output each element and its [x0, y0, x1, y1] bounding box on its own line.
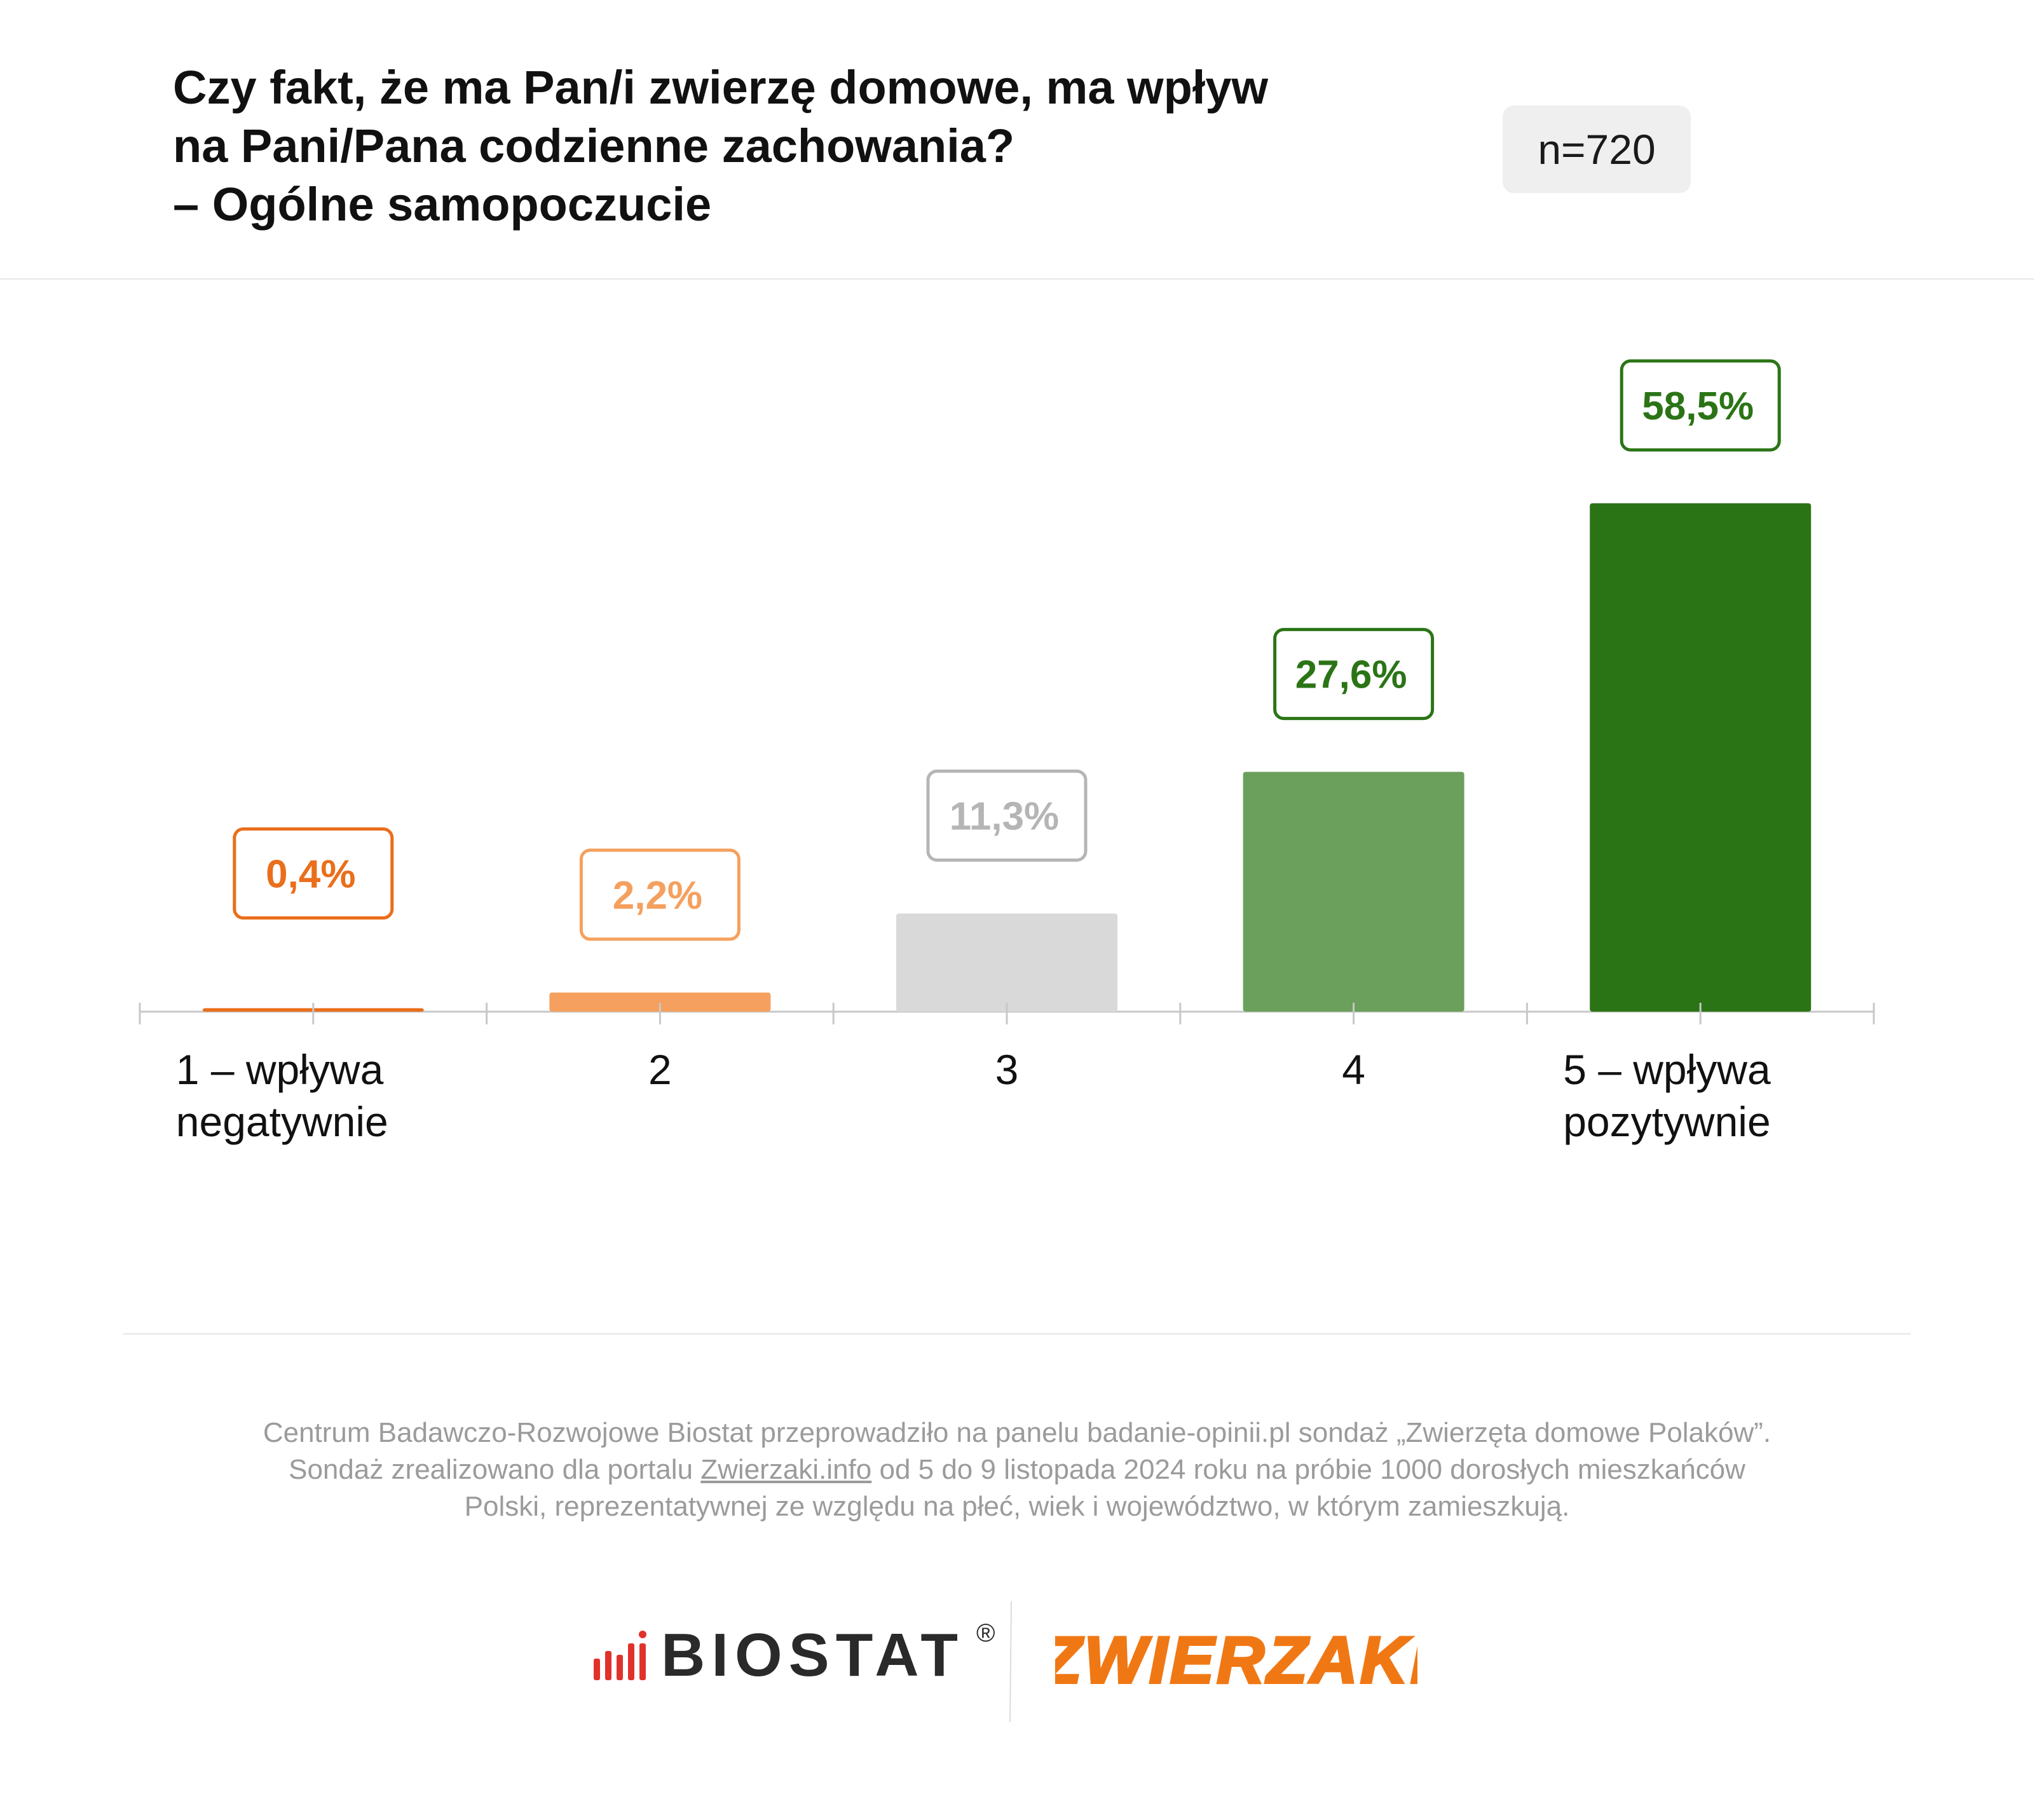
category-label-2-line-1: 2: [648, 1046, 672, 1093]
value-label-2: 2,2%: [613, 874, 702, 918]
registered-mark: ®: [976, 1619, 995, 1647]
bar-signal-icon: [594, 1631, 646, 1680]
category-label-5-line-1: 5 – wpływa: [1563, 1046, 1771, 1093]
title-line-1: Czy fakt, że ma Pan/i zwierzę domowe, ma…: [173, 61, 1269, 114]
category-label-5-line-2: pozytywnie: [1563, 1098, 1771, 1145]
value-label-box-5: [1620, 359, 1781, 452]
value-label-box-4: [1273, 628, 1435, 721]
title-line-3: – Ogólne samopoczucie: [173, 178, 712, 231]
zwierzaki-info-link[interactable]: Zwierzaki.info: [700, 1454, 872, 1485]
value-label-4: 27,6%: [1295, 653, 1407, 697]
category-label-4-line-1: 4: [1342, 1046, 1365, 1093]
svg-text:ZWIERZAKI: ZWIERZAKI: [1055, 1624, 1417, 1697]
footer-note: Centrum Badawczo-Rozwojowe Biostat przep…: [89, 1415, 1945, 1525]
category-label-3-line-1: 3: [995, 1046, 1019, 1093]
sample-size-badge: n=720: [1503, 105, 1691, 193]
logo-divider: [1009, 1601, 1012, 1722]
value-label-1: 0,4%: [266, 853, 355, 897]
zwierzaki-logo: ZWIERZAKI: [1055, 1622, 1417, 1698]
logo-bar: BIOSTAT ® ZWIERZAKI: [0, 1589, 2034, 1728]
value-label-box-3: [926, 769, 1088, 862]
value-label-3: 11,3%: [950, 794, 1059, 838]
bar-2: [549, 992, 771, 1012]
biostat-logo: BIOSTAT: [661, 1621, 965, 1689]
footer-divider: [123, 1333, 1911, 1334]
bar-4: [1243, 771, 1464, 1012]
footer-line-2: Sondaż zrealizowano dla portalu Zwierzak…: [289, 1454, 1745, 1485]
footer-line-1: Centrum Badawczo-Rozwojowe Biostat przep…: [263, 1417, 1771, 1448]
value-label-box-1: [233, 827, 394, 920]
bar-3: [896, 913, 1117, 1012]
category-label-1-line-1: 1 – wpływa: [176, 1046, 384, 1093]
category-label-1-line-2: negatywnie: [176, 1098, 388, 1145]
bar-5: [1590, 503, 1812, 1012]
header-divider: [0, 278, 2034, 280]
footer-line-3: Polski, reprezentatywnej ze względu na p…: [464, 1491, 1570, 1522]
value-label-box-2: [579, 848, 741, 941]
title-line-2: na Pani/Pana codzienne zachowania?: [173, 119, 1015, 172]
chart-title: Czy fakt, że ma Pan/i zwierzę domowe, ma…: [173, 58, 1457, 234]
value-label-5: 58,5%: [1642, 384, 1754, 428]
bar-chart: 0,4% 1 – wpływa negatywnie 2,2% 2 11,3% 3 27,6%…: [139, 359, 1875, 1145]
